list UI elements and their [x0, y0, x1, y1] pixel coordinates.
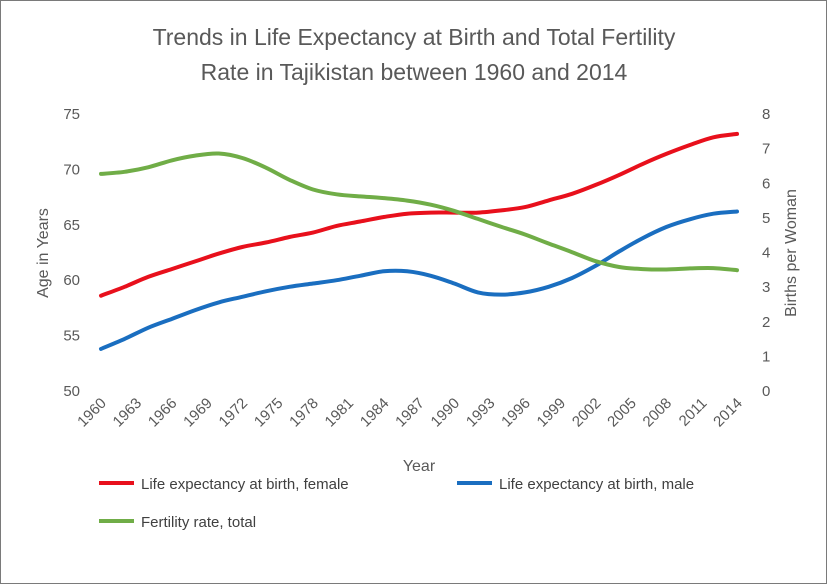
- left-axis-label: Age in Years: [35, 208, 52, 298]
- x-axis-label: Year: [403, 458, 436, 475]
- x-tick-label: 1972: [216, 395, 252, 431]
- x-tick-label: 1969: [180, 395, 216, 431]
- legend-label-fertility: Fertility rate, total: [141, 514, 256, 531]
- legend: Life expectancy at birth, female Life ex…: [99, 476, 694, 531]
- right-tick-label: 8: [762, 106, 770, 123]
- left-tick-label: 50: [63, 383, 80, 400]
- x-tick-label: 2011: [676, 395, 711, 430]
- right-tick-label: 7: [762, 141, 770, 158]
- x-tick-label: 2002: [569, 395, 605, 431]
- left-tick-label: 60: [63, 272, 80, 289]
- series-line-fertility: [99, 151, 739, 273]
- x-tick-label: 1996: [498, 395, 534, 431]
- legend-label-female: Life expectancy at birth, female: [141, 476, 349, 493]
- x-axis-ticks: 1960 1963 1966 1969 1972 1975 1978 1981 1984 1987…: [74, 395, 746, 431]
- left-tick-label: 70: [63, 161, 80, 178]
- left-tick-label: 75: [63, 106, 80, 123]
- legend-label-male: Life expectancy at birth, male: [499, 476, 694, 493]
- x-tick-label: 1990: [428, 395, 464, 431]
- x-tick-label: 1993: [463, 395, 499, 431]
- x-tick-label: 2014: [710, 395, 746, 431]
- right-tick-label: 3: [762, 279, 770, 296]
- x-tick-label: 1981: [322, 395, 358, 431]
- right-axis-label: Births per Woman: [783, 189, 800, 317]
- left-tick-label: 65: [63, 217, 80, 234]
- right-tick-label: 5: [762, 210, 770, 227]
- x-tick-label: 1984: [357, 395, 393, 431]
- plot-area: [99, 131, 739, 351]
- series-line-male: [99, 209, 739, 351]
- right-tick-label: 2: [762, 314, 770, 331]
- right-tick-label: 6: [762, 175, 770, 192]
- chart-title-line2: Rate in Tajikistan between 1960 and 2014: [201, 59, 628, 85]
- series-line-female: [99, 131, 739, 298]
- right-tick-label: 4: [762, 245, 770, 262]
- x-tick-label: 2005: [604, 395, 640, 431]
- right-axis-ticks: 0 1 2 3 4 5 6 7 8: [762, 106, 770, 400]
- x-tick-label: 1963: [110, 395, 146, 431]
- right-tick-label: 1: [762, 348, 770, 365]
- x-tick-label: 2008: [640, 395, 676, 431]
- x-tick-label: 1978: [286, 395, 322, 431]
- left-tick-label: 55: [63, 328, 80, 345]
- x-tick-label: 1966: [145, 395, 181, 431]
- right-tick-label: 0: [762, 383, 770, 400]
- x-tick-label: 1960: [74, 395, 110, 431]
- left-axis-ticks: 50 55 60 65 70 75: [63, 106, 80, 400]
- x-tick-label: 1987: [392, 395, 428, 431]
- x-tick-label: 1975: [251, 395, 287, 431]
- x-tick-label: 1999: [534, 395, 570, 431]
- chart-title-line1: Trends in Life Expectancy at Birth and T…: [153, 24, 676, 50]
